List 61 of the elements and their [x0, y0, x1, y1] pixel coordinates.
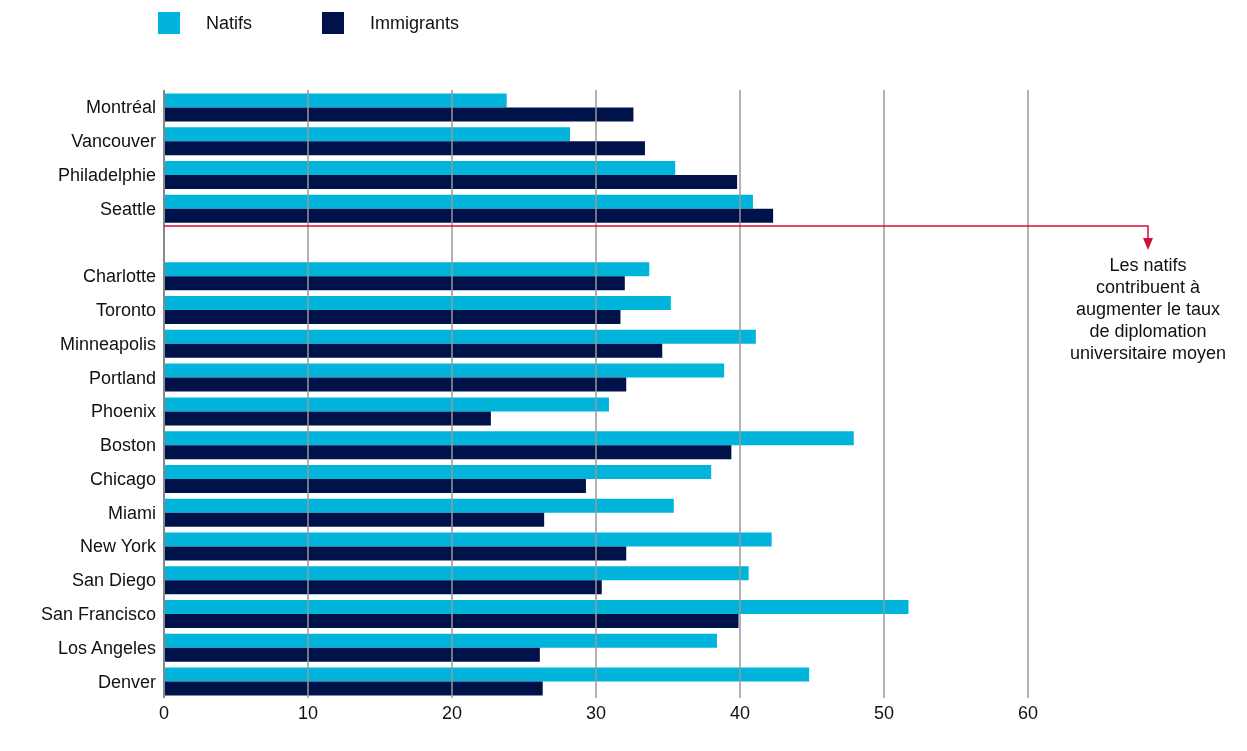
bar — [164, 681, 543, 696]
x-tick-label: 20 — [441, 702, 463, 723]
x-tick-label: 60 — [1017, 702, 1039, 723]
bar — [164, 141, 645, 156]
y-tick-label: Minneapolis — [59, 333, 156, 354]
bar — [164, 174, 738, 189]
bar — [164, 478, 586, 493]
y-tick-label: San Diego — [71, 570, 156, 591]
bar — [164, 566, 749, 581]
bar — [164, 431, 854, 446]
y-tick-label: Boston — [99, 435, 156, 456]
bar — [164, 667, 810, 682]
bar — [164, 127, 571, 142]
bar — [164, 647, 540, 662]
text: Les natifs contribuent à augmenter le taux de diplomation universitaire moyen — [1068, 253, 1228, 364]
legend-label: Immigrants — [370, 12, 460, 34]
y-tick-label: Denver — [97, 671, 156, 692]
bar — [164, 262, 650, 277]
bar — [164, 445, 732, 460]
bar — [164, 329, 756, 344]
x-tick-label: 30 — [585, 702, 607, 723]
y-tick-label: Charlotte — [82, 266, 156, 287]
bar — [164, 363, 725, 378]
y-tick-label: Philadelphie — [57, 164, 156, 185]
bar — [164, 614, 739, 629]
x-tick-label: 40 — [729, 702, 751, 723]
y-tick-label: Portland — [88, 367, 156, 388]
bar — [164, 310, 621, 325]
bar — [164, 512, 545, 527]
bar — [164, 464, 712, 479]
bar — [164, 498, 674, 513]
bar — [164, 296, 671, 311]
bar — [164, 600, 909, 615]
bar — [164, 194, 753, 209]
bar — [164, 377, 627, 392]
bar — [164, 411, 491, 426]
legend-label: Natifs — [206, 12, 253, 34]
y-tick-label: Phoenix — [90, 401, 156, 422]
bar — [164, 93, 507, 108]
y-tick-label: Montréal — [85, 97, 156, 118]
y-tick-label: Los Angeles — [57, 637, 156, 658]
bar — [164, 580, 602, 595]
bar — [164, 546, 627, 561]
bar — [164, 208, 774, 223]
y-tick-label: New York — [79, 536, 157, 557]
x-tick-label: 50 — [873, 702, 895, 723]
bar — [164, 276, 625, 291]
bar — [164, 532, 772, 547]
bar — [164, 160, 676, 175]
bar — [164, 633, 717, 648]
x-tick-label: 10 — [297, 702, 319, 723]
y-tick-label: Miami — [108, 502, 156, 523]
x-tick-label: 0 — [158, 702, 170, 723]
y-tick-label: Toronto — [95, 299, 156, 320]
bar — [164, 343, 663, 358]
y-tick-label: Vancouver — [71, 131, 156, 152]
bar — [164, 397, 609, 412]
bar — [164, 107, 634, 122]
y-tick-label: Chicago — [89, 468, 156, 489]
y-tick-label: Seattle — [99, 198, 156, 219]
y-tick-label: San Francisco — [40, 603, 156, 624]
